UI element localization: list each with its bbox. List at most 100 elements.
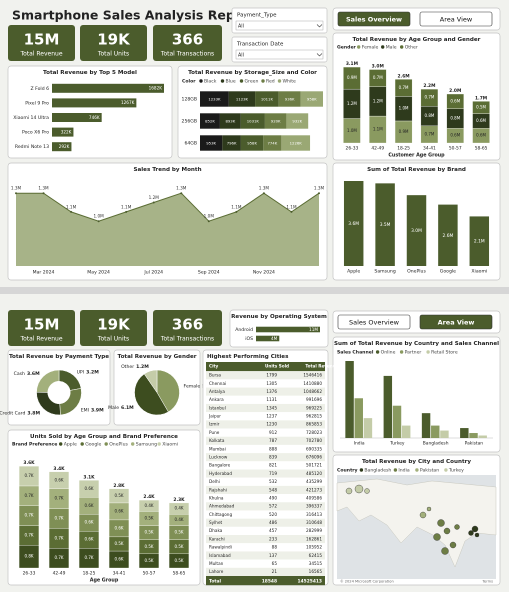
table-cell: 396337 xyxy=(306,504,322,509)
point xyxy=(318,192,320,195)
x-tick-label: Nov 2024 xyxy=(253,270,275,276)
x-tick-label: Sep 2024 xyxy=(198,270,220,276)
table-row xyxy=(206,502,325,511)
map-bubble xyxy=(437,519,445,527)
data-label: 1123K xyxy=(236,96,249,101)
data-label: 852K xyxy=(205,118,215,123)
bar xyxy=(256,326,320,333)
bar xyxy=(52,142,72,152)
x-tick-label: Samsung xyxy=(374,269,395,275)
legend-label: Online xyxy=(381,350,396,356)
slice xyxy=(134,373,169,416)
category-label: Other xyxy=(121,364,134,370)
table-cell: 421273 xyxy=(306,487,322,492)
map-land xyxy=(336,478,497,568)
data-label: 1.1M xyxy=(286,204,297,209)
table-cell: 719 xyxy=(269,471,277,476)
legend-swatch xyxy=(415,468,419,472)
legend-label: Green xyxy=(245,79,259,85)
table-cell: Dhaka xyxy=(209,528,223,533)
slicer-label: Transaction Date xyxy=(236,42,284,48)
bar-segment xyxy=(168,502,190,515)
legend-label: Pakistan xyxy=(420,468,439,474)
map-credits: © 2024 Microsoft Corporation xyxy=(340,580,394,584)
nav-button[interactable] xyxy=(337,314,411,330)
table-cell: 1048662 xyxy=(303,389,322,394)
map-bubble xyxy=(345,487,353,495)
legend-swatch xyxy=(426,350,430,354)
table-cell: 728023 xyxy=(306,430,322,435)
table-cell: 1237 xyxy=(266,414,277,419)
total-label: 3.6K xyxy=(23,460,35,466)
legend-label: Google xyxy=(85,442,101,448)
table-cell: 991696 xyxy=(306,397,322,402)
data-label: 0.7M xyxy=(399,85,409,90)
slicer-dropdown[interactable] xyxy=(235,49,324,60)
table-cell: 1799 xyxy=(266,373,277,378)
bar-segment xyxy=(108,488,130,504)
table-cell: 162861 xyxy=(306,536,322,541)
chart-panel xyxy=(7,65,173,159)
bar xyxy=(460,428,469,438)
data-label: 1031K xyxy=(247,118,260,123)
table-cell: 839 xyxy=(269,455,277,460)
bar xyxy=(345,361,354,438)
data-label: 0.7K xyxy=(25,513,34,518)
table-header-cell: Total Revenue xyxy=(305,364,338,369)
nav-button[interactable] xyxy=(419,11,493,27)
table-row xyxy=(206,526,325,536)
bar xyxy=(383,375,393,438)
bar xyxy=(469,216,490,266)
table-cell: Mumbai xyxy=(209,446,226,451)
legend-swatch xyxy=(80,442,84,446)
table-cell: 1376 xyxy=(266,389,277,394)
legend-swatch xyxy=(393,468,398,472)
total-label: 2.8K xyxy=(113,483,125,489)
nav-button[interactable] xyxy=(419,314,493,330)
bar xyxy=(363,418,373,438)
table-cell: Delhi xyxy=(209,479,220,484)
category-label: Poco X6 Pro xyxy=(22,130,49,136)
data-label: 1.0M xyxy=(399,106,409,111)
x-tick-label: 50-57 xyxy=(449,146,462,152)
table-cell: 548 xyxy=(269,487,277,492)
table-cell: 1345 xyxy=(266,405,277,410)
map-bubble xyxy=(449,541,457,549)
category-label: Redmi Note 13 xyxy=(15,144,49,150)
kpi-label: Total Units xyxy=(97,51,129,58)
data-label: 3.5M xyxy=(380,222,391,228)
category-label: 64GB xyxy=(184,141,197,147)
data-label: 1.1M xyxy=(121,204,132,209)
legend-swatch xyxy=(381,45,385,49)
table-row xyxy=(206,453,325,462)
table-row xyxy=(206,420,325,429)
data-label: 2.6M xyxy=(443,233,454,239)
x-axis-title: Customer Age Group xyxy=(388,153,445,159)
nav-button-label: Sales Overview xyxy=(349,318,400,326)
data-label: 3.6M xyxy=(27,370,40,376)
table-row xyxy=(206,371,325,380)
table-row xyxy=(206,485,325,495)
data-label: 0.5K xyxy=(145,558,154,563)
table-cell: Pune xyxy=(209,430,220,435)
data-label: 0.5K xyxy=(145,515,154,520)
data-label: 0.4K xyxy=(145,503,154,508)
nav-button[interactable] xyxy=(337,11,411,27)
table-cell: Multan xyxy=(209,561,224,566)
bar xyxy=(375,183,395,266)
data-label: 1.2M xyxy=(373,98,383,103)
slicer-dropdown[interactable] xyxy=(235,20,324,31)
table-cell: Rawalpindi xyxy=(209,545,232,550)
legend-swatch xyxy=(444,468,448,472)
slice-label: Other 1.2M xyxy=(121,364,149,370)
bar xyxy=(52,113,102,122)
data-label: 0.7K xyxy=(25,493,34,498)
slicer-value: All xyxy=(238,24,244,30)
chart-title: Sum of Total Revenue by Brand xyxy=(367,167,466,173)
table-cell: Chennai xyxy=(209,381,226,386)
table-cell: 435299 xyxy=(306,479,322,484)
table-cell: 821 xyxy=(269,463,277,468)
data-label: 1.3M xyxy=(38,186,49,191)
data-label: 3.8M xyxy=(27,410,40,416)
